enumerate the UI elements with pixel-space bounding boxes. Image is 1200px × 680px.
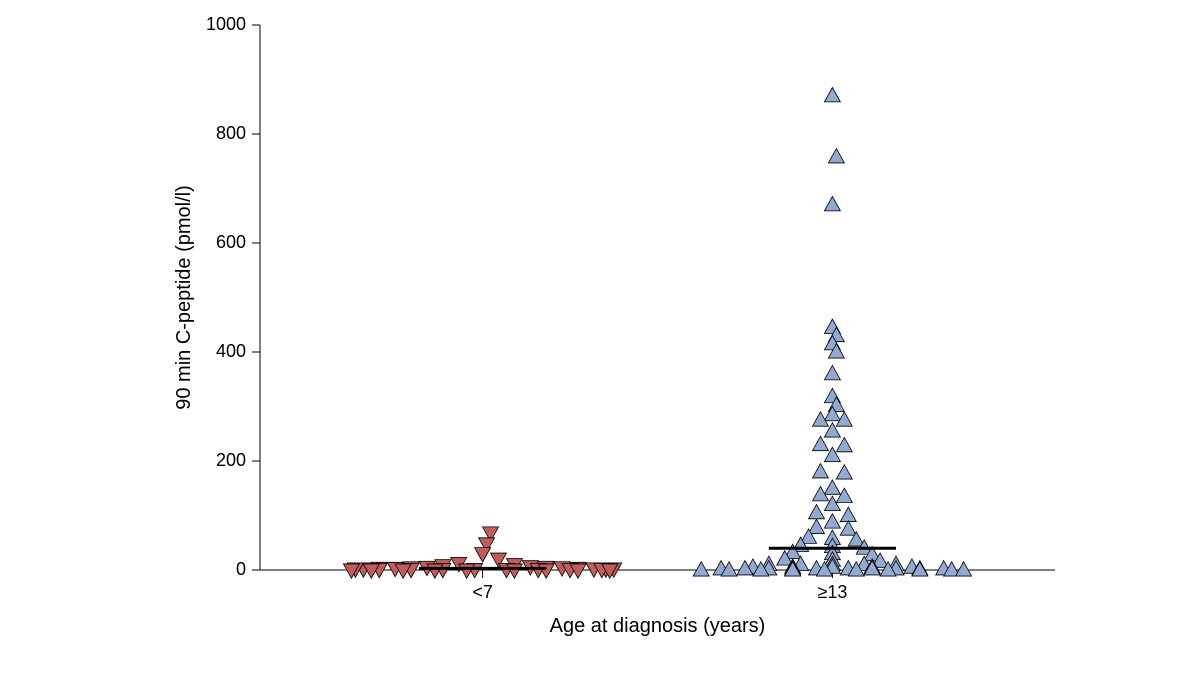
y-tick-label: 400 [216,341,246,361]
data-point-ge13 [956,562,972,576]
data-point-ge13 [812,436,828,450]
data-point-ge13 [828,149,844,163]
data-point-under7 [475,548,491,562]
data-point-ge13 [809,504,825,518]
chart-container: 0 200 400 600 800 1000 <7 ≥13 Age at diagnosis (… [0,0,1200,675]
data-point-ge13 [809,519,825,533]
data-point-ge13 [824,196,840,210]
data-point-ge13 [836,488,852,502]
x-tick-label: <7 [472,582,493,602]
y-tick-label: 800 [216,123,246,143]
data-point-ge13 [824,514,840,528]
data-point-ge13 [812,464,828,478]
y-tick-label: 0 [236,559,246,579]
x-axis-label: Age at diagnosis (years) [550,615,766,637]
y-tick-label: 200 [216,450,246,470]
y-tick-label: 600 [216,232,246,252]
data-point-ge13 [824,480,840,494]
y-axis-label: 90 min C-peptide (pmol/l) [173,185,195,410]
y-tick-label: 1000 [206,14,246,34]
data-point-ge13 [693,562,709,576]
data-point-ge13 [824,87,840,101]
data-point-ge13 [840,507,856,521]
x-tick-label: ≥13 [817,582,847,602]
scatter-chart: 0 200 400 600 800 1000 <7 ≥13 Age at diagnosis (… [0,0,1200,675]
data-point-ge13 [824,365,840,379]
data-point-ge13 [840,521,856,535]
data-point-ge13 [836,437,852,451]
data-point-ge13 [836,465,852,479]
